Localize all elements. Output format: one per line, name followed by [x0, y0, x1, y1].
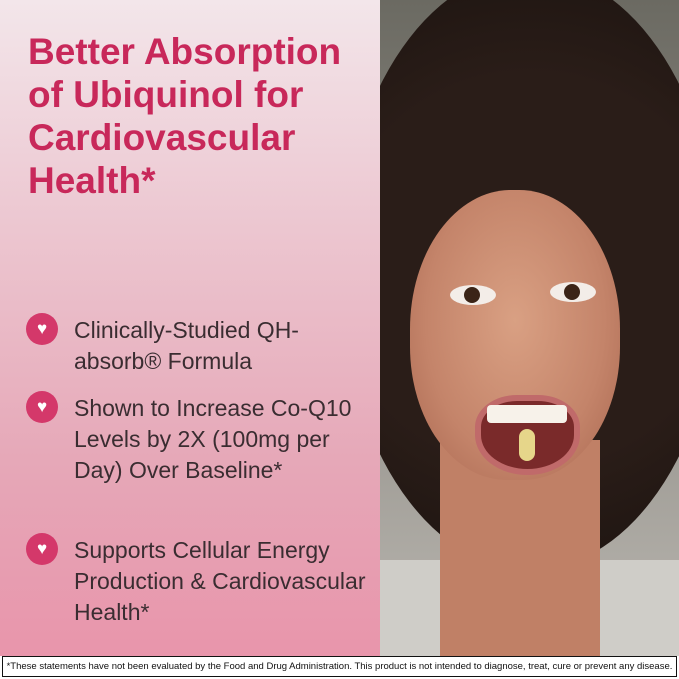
fda-disclaimer: *These statements have not been evaluate…: [2, 656, 677, 677]
benefit-item: ♥ Supports Cellular Energy Production & …: [26, 533, 374, 628]
heart-icon: ♥: [26, 391, 58, 423]
benefit-item: ♥ Clinically-Studied QH-absorb® Formula: [26, 313, 374, 377]
headline: Better Absorption of Ubiquinol for Cardi…: [28, 31, 342, 201]
capsule: [519, 429, 535, 461]
heart-icon: ♥: [26, 533, 58, 565]
woman-with-capsule-photo: [380, 0, 679, 656]
text-panel: [0, 0, 380, 656]
benefit-item: ♥ Shown to Increase Co-Q10 Levels by 2X …: [26, 391, 374, 486]
heart-icon: ♥: [26, 313, 58, 345]
